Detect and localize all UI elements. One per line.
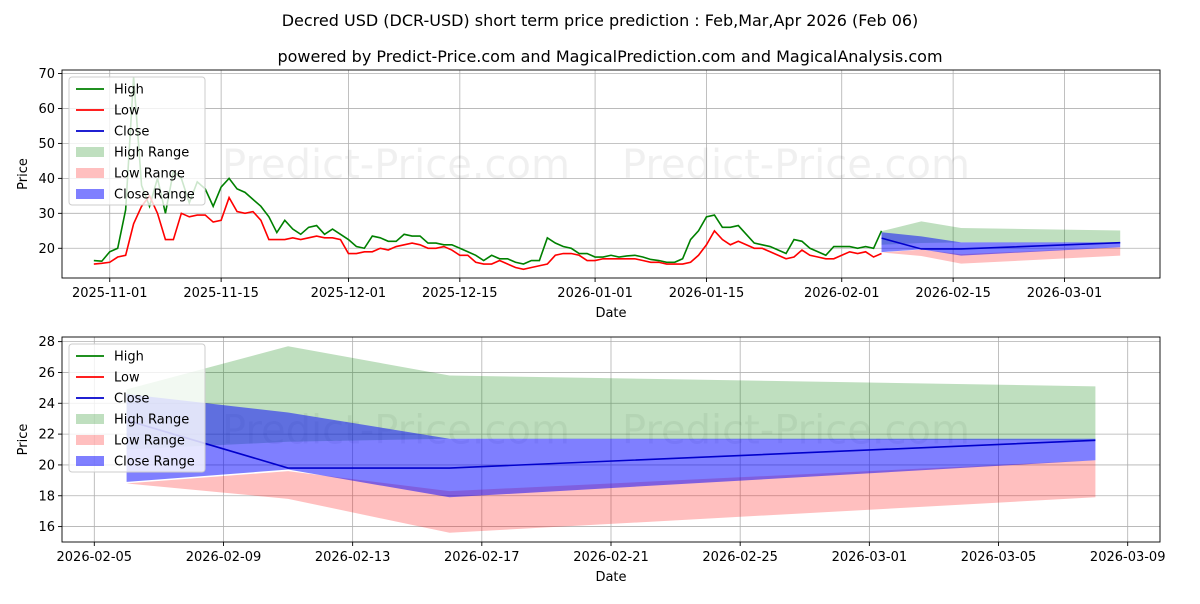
legend-swatch-close-range: [76, 189, 104, 199]
x-tick-label: 2026-03-01: [1027, 286, 1103, 301]
y-tick-label: 60: [38, 102, 55, 117]
y-axis-label: Price: [16, 158, 31, 190]
x-tick-label: 2026-03-01: [832, 550, 908, 565]
chart-subtitle: powered by Predict-Price.com and Magical…: [277, 47, 942, 66]
history-chart-panel: Predict-Price.com Predict-Price.com 2025-1…: [16, 67, 1161, 321]
series-line-low: [93, 194, 882, 271]
legend-label-close: Close: [114, 392, 149, 407]
y-tick-label: 16: [38, 520, 55, 535]
x-axis-label: Date: [595, 306, 626, 321]
legend-label-low: Low: [114, 371, 140, 386]
y-tick-label: 18: [38, 489, 55, 504]
legend-swatch-high-range: [76, 414, 104, 424]
legend-swatch-low-range: [76, 435, 104, 445]
y-axis-label: Price: [16, 424, 31, 456]
y-tick-label: 24: [38, 397, 55, 412]
plot-area: [93, 76, 1121, 271]
y-tick-label: 28: [38, 335, 55, 350]
axes-frame: [61, 69, 1161, 279]
y-tick-label: 20: [38, 242, 55, 257]
x-tick-label: 2026-02-01: [804, 286, 880, 301]
x-tick-label: 2026-03-05: [961, 550, 1037, 565]
range-band-low-range: [126, 460, 1096, 533]
x-tick-label: 2026-01-15: [669, 286, 745, 301]
legend-swatch-low-range: [76, 168, 104, 178]
y-tick-label: 50: [38, 137, 55, 152]
series-line-close: [126, 419, 1096, 469]
range-band-close-range: [126, 394, 1096, 498]
y-tick-label: 30: [38, 207, 55, 222]
y-tick-label: 26: [38, 366, 55, 381]
legend-swatch-close-range: [76, 456, 104, 466]
range-band-high-range: [126, 346, 1096, 450]
legend-label-close-range: Close Range: [114, 188, 195, 203]
legend: High Low Close High Range Low Range Close Ran…: [68, 76, 206, 206]
legend: High Low Close High Range Low Range Close Ran…: [68, 343, 206, 473]
x-tick-label: 2026-02-09: [186, 550, 262, 565]
range-band-low-range: [881, 247, 1121, 264]
forecast-chart-panel: Predict-Price.comPredict-Price.com2026-0…: [16, 335, 1165, 585]
series-line-close: [881, 237, 1121, 250]
legend-label-high-range: High Range: [114, 146, 189, 161]
legend-label-low-range: Low Range: [114, 167, 185, 182]
x-tick-label: 2025-12-01: [311, 286, 387, 301]
x-axis-label: Date: [595, 570, 626, 585]
legend-label-high: High: [114, 83, 144, 98]
x-tick-label: 2026-02-15: [915, 286, 991, 301]
legend-label-low-range: Low Range: [114, 434, 185, 449]
y-tick-label: 20: [38, 458, 55, 473]
x-tick-label: 2026-02-17: [444, 550, 520, 565]
plot-area: [126, 346, 1096, 533]
x-tick-label: 2026-02-05: [57, 550, 133, 565]
legend-label-high: High: [114, 350, 144, 365]
legend-swatch-high-range: [76, 147, 104, 157]
y-tick-label: 70: [38, 67, 55, 82]
x-tick-label: 2026-02-21: [573, 550, 649, 565]
series-line-high: [93, 76, 883, 265]
range-band-high-range: [881, 221, 1121, 245]
x-tick-label: 2026-01-01: [557, 286, 633, 301]
legend-label-close-range: Close Range: [114, 455, 195, 470]
x-tick-label: 2026-02-25: [702, 550, 778, 565]
x-tick-label: 2026-02-13: [315, 550, 391, 565]
y-tick-label: 22: [38, 428, 55, 443]
legend-label-close: Close: [114, 125, 149, 140]
x-tick-label: 2025-12-15: [422, 286, 498, 301]
legend-box: [68, 76, 206, 206]
legend-box: [68, 343, 206, 473]
x-tick-label: 2025-11-01: [72, 286, 148, 301]
x-tick-label: 2026-03-09: [1090, 550, 1166, 565]
legend-label-low: Low: [114, 104, 140, 119]
watermark-text: Predict-Price.com: [622, 142, 970, 188]
y-tick-label: 40: [38, 172, 55, 187]
chart-title: Decred USD (DCR-USD) short term price pr…: [282, 11, 919, 30]
watermark-text: Predict-Price.com: [222, 142, 570, 188]
legend-label-high-range: High Range: [114, 413, 189, 428]
x-tick-label: 2025-11-15: [183, 286, 259, 301]
